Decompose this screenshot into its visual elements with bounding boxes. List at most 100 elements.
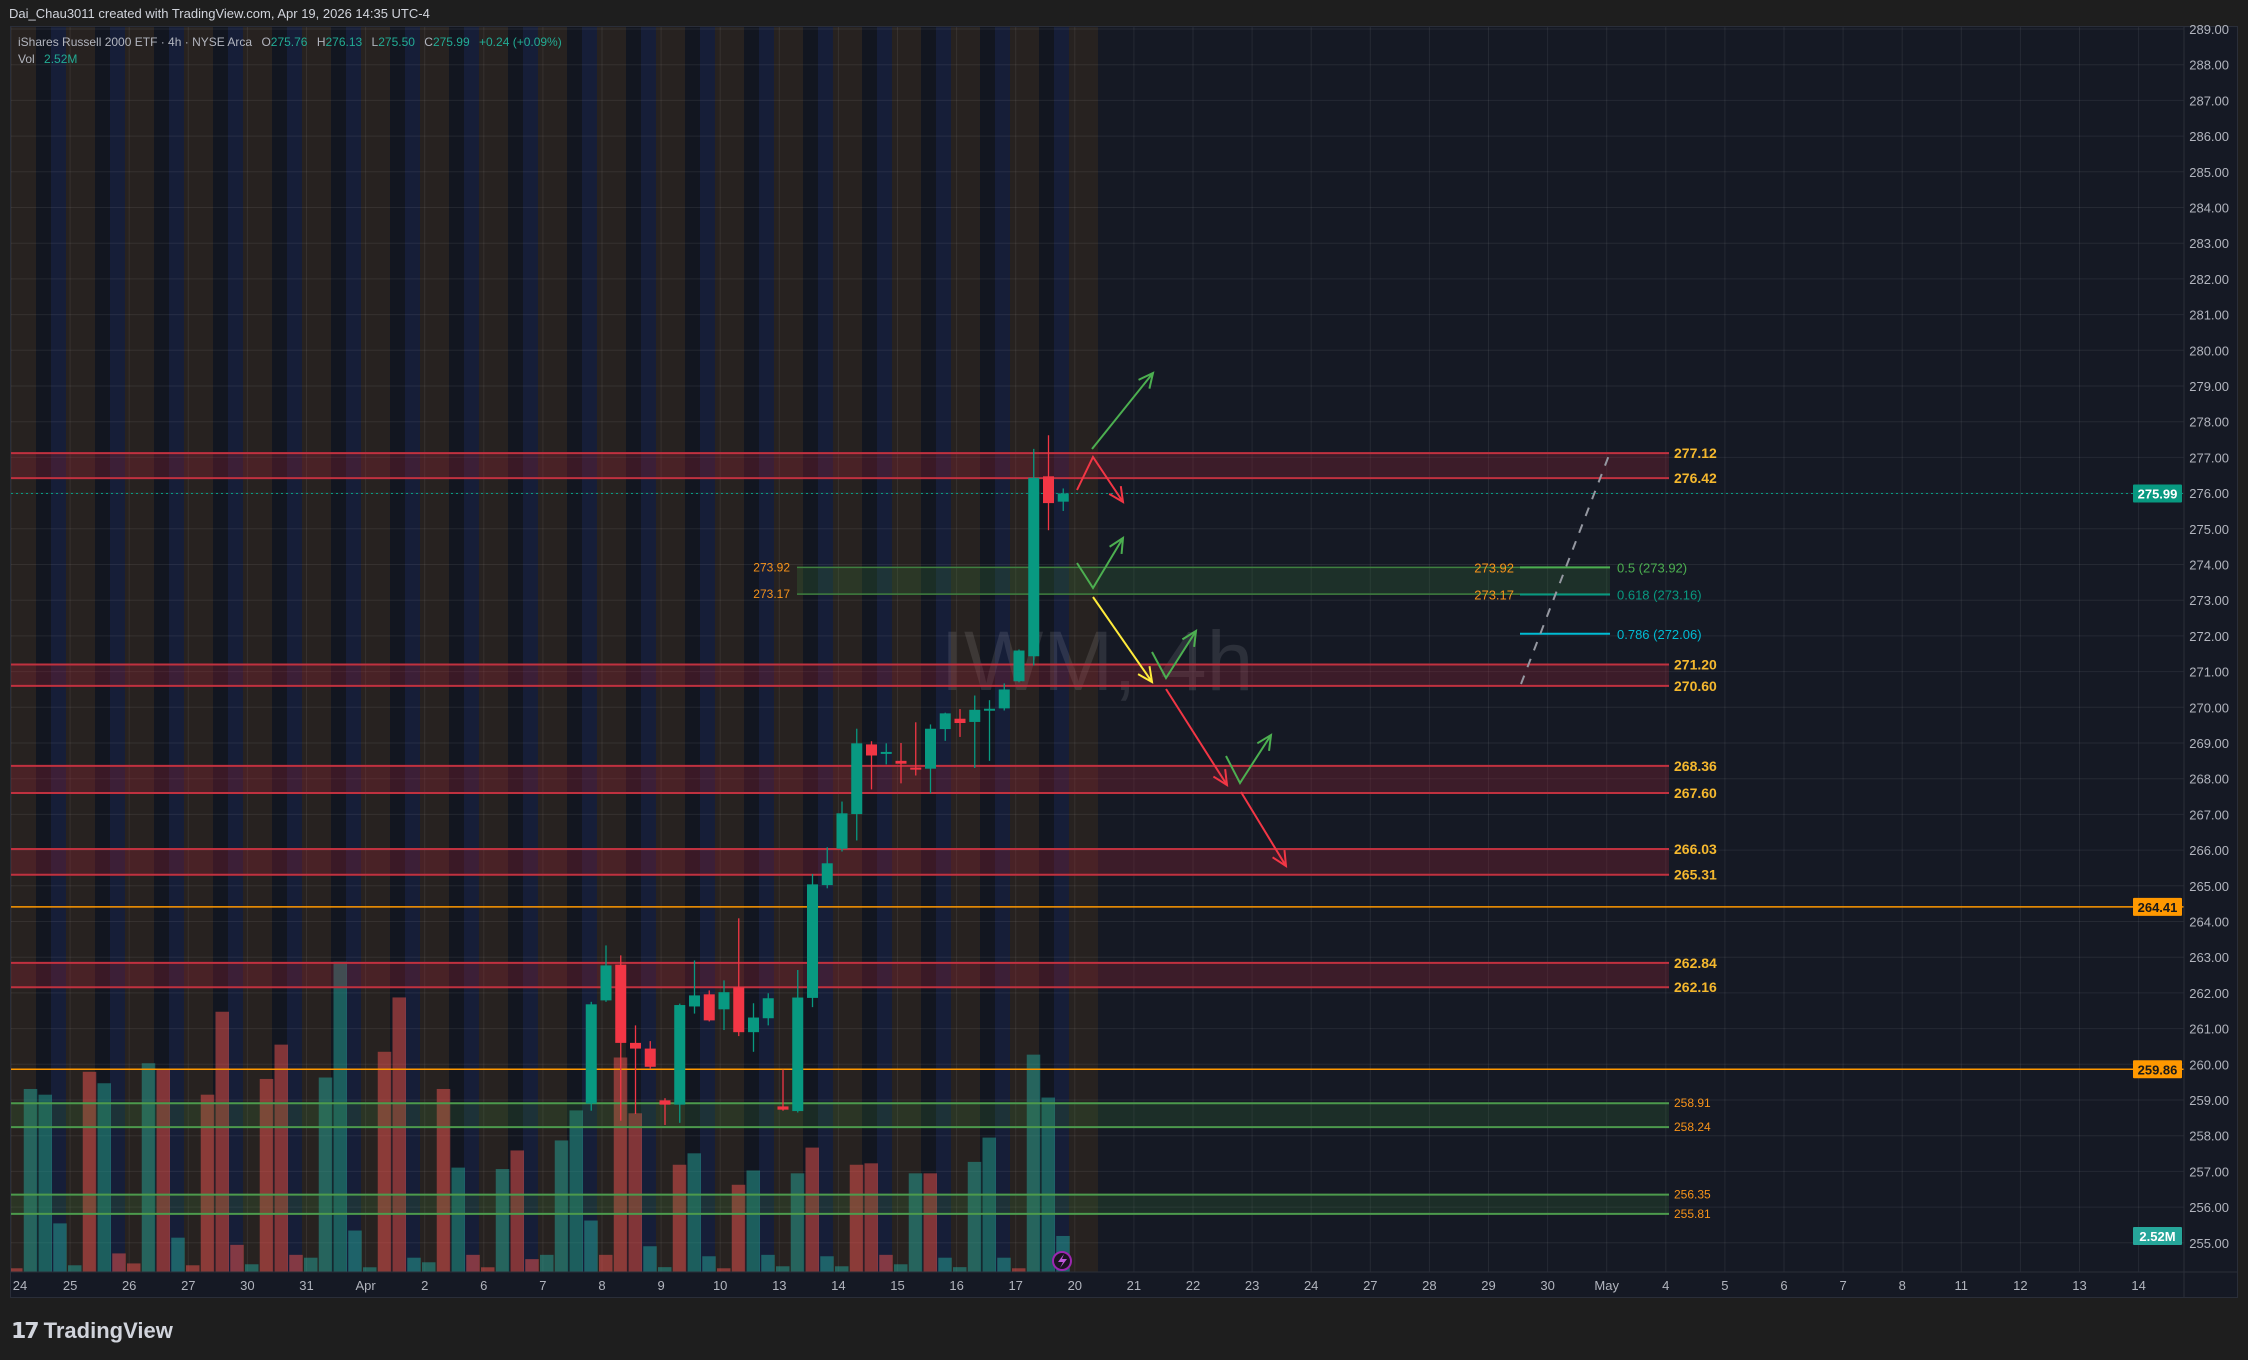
time-axis-label: 30 <box>240 1278 254 1293</box>
candle-body <box>703 994 715 1021</box>
candle[interactable] <box>969 695 981 768</box>
price-badge-bg <box>2133 484 2182 503</box>
volume-bar <box>82 1071 97 1272</box>
time-axis-label: 7 <box>1839 1278 1846 1293</box>
candle[interactable] <box>1013 649 1025 683</box>
fib-zone-bottom-label: 273.17 <box>753 587 790 601</box>
volume-bar <box>363 1267 377 1272</box>
candle-body <box>807 884 818 998</box>
resistance-zone-fill[interactable] <box>11 962 1669 988</box>
session-stripe-premarket <box>405 27 420 1272</box>
fib-level-label: 0.618 (273.16) <box>1617 587 1702 602</box>
time-axis-label: May <box>1594 1278 1619 1293</box>
candle[interactable] <box>880 743 892 765</box>
neutral-arrow[interactable] <box>1092 596 1154 684</box>
session-stripe-overnight <box>980 27 995 1272</box>
candle[interactable] <box>851 728 863 841</box>
candle[interactable] <box>792 970 804 1113</box>
zone-bottom-price-label: 265.31 <box>1674 867 1717 883</box>
bear-arrow[interactable] <box>1240 791 1288 868</box>
bear-arrow[interactable] <box>1076 454 1125 504</box>
lightning-icon[interactable] <box>1052 1251 1072 1271</box>
candle-body <box>821 863 833 886</box>
bull-arrow-path <box>1151 630 1197 680</box>
open-label: O <box>261 35 271 49</box>
candle[interactable] <box>733 918 745 1037</box>
candle[interactable] <box>1028 448 1040 666</box>
session-stripe-overnight <box>921 27 936 1272</box>
volume-bar <box>997 1257 1011 1272</box>
session-stripe-regular <box>951 27 980 1272</box>
plot-area[interactable]: IWM, 4h <box>0 27 2184 1272</box>
candle[interactable] <box>689 960 700 1014</box>
candle[interactable] <box>659 1098 671 1125</box>
resistance-zone-fill[interactable] <box>11 849 1669 875</box>
bull-arrow[interactable] <box>1076 536 1125 590</box>
candle[interactable] <box>718 980 730 1031</box>
candle[interactable] <box>1057 488 1069 511</box>
volume-bar <box>348 1230 362 1272</box>
candle[interactable] <box>984 700 995 761</box>
candle-body <box>1057 493 1069 502</box>
bull-arrow[interactable] <box>1091 371 1155 450</box>
price-axis-label: 277.00 <box>2189 450 2229 465</box>
time-axis-label: 27 <box>1363 1278 1377 1293</box>
volume-bar <box>731 1184 746 1272</box>
candle[interactable] <box>674 1003 686 1123</box>
volume-bar <box>53 1223 67 1272</box>
time-axis-label: 17 <box>1008 1278 1022 1293</box>
candle[interactable] <box>910 722 922 776</box>
chart-attribution: Dai_Chau3011 created with TradingView.co… <box>9 6 430 21</box>
candle[interactable] <box>998 683 1010 711</box>
trend-line-dashed[interactable] <box>1520 449 1612 685</box>
resistance-zone-fill[interactable] <box>11 453 1669 479</box>
session-stripe-premarket <box>700 27 715 1272</box>
candle[interactable] <box>630 1025 641 1114</box>
candle[interactable] <box>600 945 612 1002</box>
support-zone-fill[interactable] <box>11 1194 1669 1214</box>
fib-zone-fill[interactable] <box>797 567 1610 595</box>
volume-bar <box>200 1094 215 1272</box>
bear-arrow[interactable] <box>1165 688 1229 787</box>
session-stripe-regular <box>11 27 36 1272</box>
candle[interactable] <box>703 990 715 1022</box>
candle[interactable] <box>615 955 627 1121</box>
candle[interactable] <box>644 1041 656 1069</box>
support-zone-fill[interactable] <box>11 1103 1669 1128</box>
lightning-icon-bolt <box>1058 1254 1067 1268</box>
volume-label[interactable]: Vol <box>18 52 35 66</box>
candle[interactable] <box>866 741 877 790</box>
resistance-zone-fill[interactable] <box>11 765 1669 793</box>
candle[interactable] <box>1043 435 1054 531</box>
volume-badge-bg <box>2133 1227 2182 1245</box>
fib-overlap-price-label: 273.92 <box>1474 560 1514 575</box>
price-axis[interactable] <box>2184 27 2237 1272</box>
candle[interactable] <box>939 712 951 741</box>
resistance-zone-fill[interactable] <box>11 664 1669 686</box>
candle[interactable] <box>585 1001 597 1111</box>
candle[interactable] <box>836 801 848 852</box>
volume-bar <box>156 1068 170 1272</box>
time-axis-label: 6 <box>1780 1278 1787 1293</box>
session-stripe-premarket <box>0 27 7 1272</box>
volume-bar <box>38 1094 52 1272</box>
candle[interactable] <box>954 709 966 737</box>
candle[interactable] <box>821 847 833 889</box>
candle[interactable] <box>762 993 774 1026</box>
tradingview-logo[interactable]: 𝟭𝟳 TradingView <box>11 1318 173 1344</box>
volume-bar <box>466 1254 480 1272</box>
time-axis-label: 8 <box>1899 1278 1906 1293</box>
symbol-description[interactable]: iShares Russell 2000 ETF · 4h · NYSE Arc… <box>18 35 253 49</box>
candle[interactable] <box>807 874 818 1008</box>
session-stripe-premarket <box>1054 27 1069 1272</box>
candle[interactable] <box>925 724 936 794</box>
candle-body <box>630 1042 641 1049</box>
volume-bar <box>68 1265 82 1272</box>
candle[interactable] <box>895 743 907 784</box>
candle[interactable] <box>748 1003 759 1052</box>
bull-arrow[interactable] <box>1225 733 1273 785</box>
bull-arrow[interactable] <box>1151 629 1198 680</box>
candle[interactable] <box>777 1069 789 1111</box>
time-axis-label: 25 <box>63 1278 77 1293</box>
